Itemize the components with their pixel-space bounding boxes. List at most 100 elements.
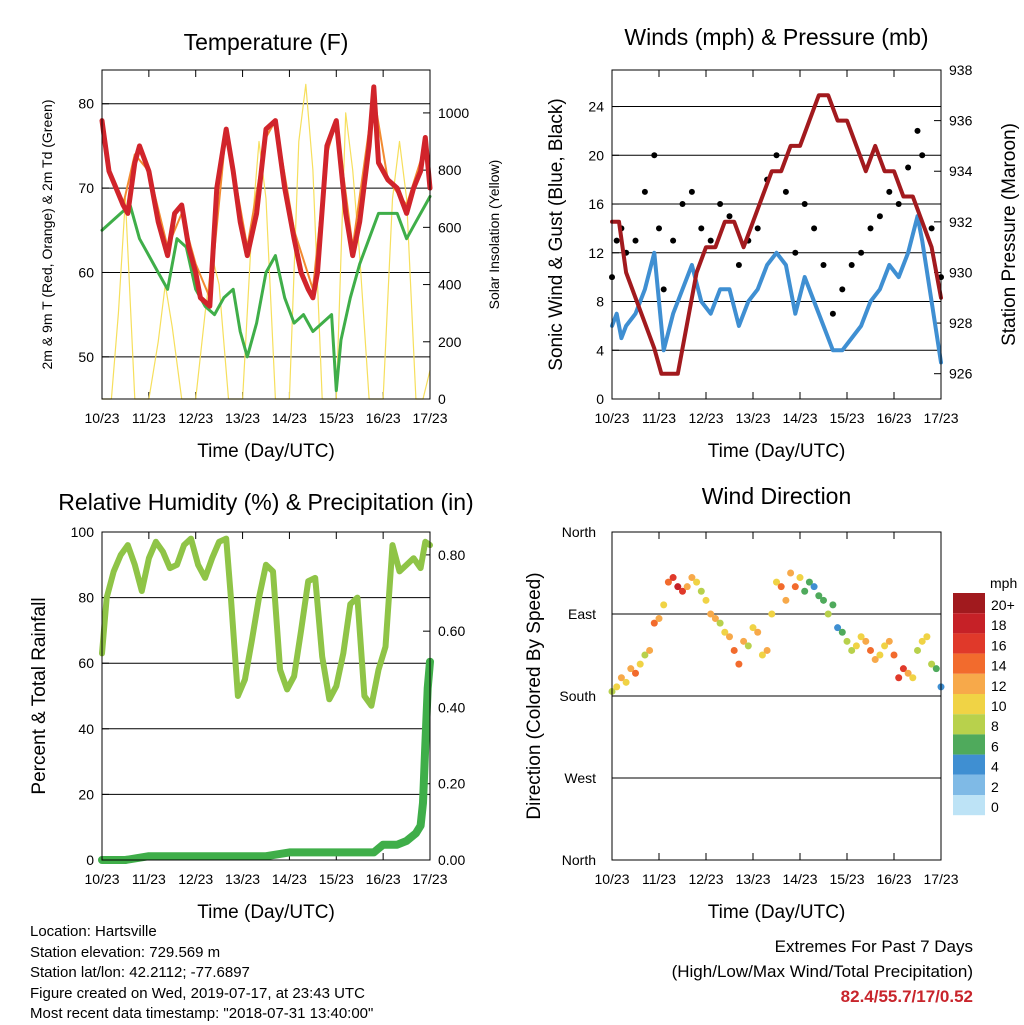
gust-point: [801, 201, 808, 208]
winds-x-tick-label: 11/23: [642, 410, 676, 426]
temperature-y2-axis-label: Solar Insolation (Yellow): [486, 160, 502, 310]
colorbar-label: 6: [991, 738, 999, 754]
direction-x-tick-label: 13/23: [735, 871, 770, 887]
gust-point: [867, 225, 874, 232]
wind-direction-point: [895, 674, 903, 682]
wind-direction-point: [735, 660, 743, 668]
winds-x-tick-label: 12/23: [688, 410, 723, 426]
wind-direction-point: [688, 574, 696, 582]
wind-direction-point: [674, 583, 682, 591]
wind-direction-point: [904, 669, 912, 677]
gust-point: [717, 201, 724, 208]
wind-direction-point: [758, 651, 766, 659]
gust-point: [848, 261, 855, 268]
temperature-x-tick-label: 14/23: [272, 410, 307, 426]
gust-point: [698, 225, 705, 232]
extremes-legend: (High/Low/Max Wind/Total Precipitation): [671, 962, 973, 981]
colorbar-label: 16: [991, 637, 1007, 653]
colorbar-label: 20+: [991, 597, 1015, 613]
gust-point: [905, 164, 912, 171]
winds-x-tick-label: 17/23: [923, 410, 958, 426]
gust-point: [811, 225, 818, 232]
winds-y2-axis-label: Station Pressure (Maroon): [999, 123, 1020, 346]
temperature-y-tick-label: 60: [78, 264, 94, 280]
wind-direction-point: [655, 615, 663, 623]
gust-point: [688, 188, 695, 195]
humidity-y2-tick-label: 0.20: [438, 776, 465, 792]
wind-direction-point: [613, 683, 621, 691]
temperature-x-tick-label: 15/23: [319, 410, 354, 426]
humidity-title: Relative Humidity (%) & Precipitation (i…: [58, 489, 473, 515]
colorbar-swatch: [953, 774, 985, 795]
humidity-plot-frame: [101, 531, 431, 861]
wind-direction-point: [801, 587, 809, 595]
direction-x-tick-label: 15/23: [829, 871, 864, 887]
direction-title: Wind Direction: [702, 483, 852, 509]
gust-point: [876, 213, 883, 220]
wind-direction-point: [773, 578, 780, 586]
wind-direction-point: [650, 619, 658, 627]
wind-direction-point: [716, 619, 724, 627]
data-timestamp: Most recent data timestamp: "2018-07-31 …: [30, 1005, 374, 1022]
winds-x-tick-label: 14/23: [782, 410, 817, 426]
wind-direction-point: [636, 660, 644, 668]
direction-x-tick-label: 12/23: [688, 871, 723, 887]
gust-point: [632, 237, 639, 244]
winds-y-tick-label: 8: [596, 294, 604, 310]
temperature-y-tick-label: 70: [78, 180, 94, 196]
dewpoint-series-line: [100, 195, 432, 393]
winds-y2-tick-label: 938: [949, 62, 973, 78]
extremes-values: 82.4/55.7/17/0.52: [840, 987, 973, 1006]
direction-x-axis-label: Time (Day/UTC): [708, 902, 846, 923]
wind-direction-point: [777, 583, 785, 591]
direction-x-tick-label: 14/23: [782, 871, 817, 887]
temperature-2m-series-line: [99, 84, 433, 309]
relative-humidity-series-line: [99, 535, 433, 709]
wind-direction-point: [829, 601, 837, 609]
wind-direction-point: [632, 669, 639, 677]
station-elevation: Station elevation: 729.569 m: [30, 943, 221, 961]
wind-direction-point: [702, 596, 710, 604]
wind-direction-point: [693, 578, 701, 586]
humidity-y2-tick-label: 0.60: [438, 623, 465, 639]
temperature-x-tick-label: 10/23: [84, 410, 119, 426]
humidity-x-tick-label: 14/23: [272, 871, 307, 887]
humidity-y-tick-label: 80: [78, 590, 94, 606]
temperature-x-tick-label: 17/23: [412, 410, 447, 426]
wind-direction-point: [815, 592, 823, 600]
wind-direction-point: [660, 601, 668, 609]
humidity-x-tick-label: 12/23: [178, 871, 213, 887]
direction-x-tick-label: 17/23: [923, 871, 958, 887]
gust-point: [651, 152, 658, 159]
winds-y2-tick-label: 932: [949, 214, 973, 230]
winds-y2-tick-label: 936: [949, 113, 973, 129]
gust-point: [820, 261, 827, 268]
gust-point: [679, 201, 686, 208]
colorbar-label: 18: [991, 617, 1007, 633]
winds-y2-tick-label: 930: [949, 264, 973, 280]
direction-plot-frame: [611, 531, 942, 861]
winds-y-tick-label: 24: [588, 99, 604, 115]
humidity-panel: Relative Humidity (%) & Precipitation (i…: [29, 489, 474, 923]
temperature-y-tick-label: 50: [78, 349, 94, 365]
wind-direction-point: [627, 665, 635, 673]
colorbar-swatch: [953, 795, 985, 816]
humidity-y-tick-label: 40: [78, 721, 94, 737]
wind-direction-point: [867, 646, 874, 654]
wind-direction-point: [744, 642, 752, 650]
direction-y-axis-label: Direction (Colored By Speed): [524, 572, 545, 819]
gust-point: [829, 310, 836, 317]
winds-y-tick-label: 16: [588, 196, 604, 212]
gust-point: [613, 237, 620, 244]
temperature-y-axis-label: 2m & 9m T (Red, Orange) & 2m Td (Green): [39, 100, 55, 370]
gust-point: [656, 225, 662, 232]
wind-direction-point: [932, 665, 940, 673]
wind-direction-point: [852, 642, 860, 650]
gust-point: [773, 152, 780, 159]
wind-direction-point: [862, 637, 870, 645]
wind-direction-point: [890, 651, 898, 659]
wind-direction-point: [740, 637, 748, 645]
extremes-box: Extremes For Past 7 Days (High/Low/Max W…: [672, 934, 973, 1009]
humidity-x-axis-label: Time (Day/UTC): [197, 902, 335, 923]
direction-y-tick-label: East: [568, 606, 596, 622]
